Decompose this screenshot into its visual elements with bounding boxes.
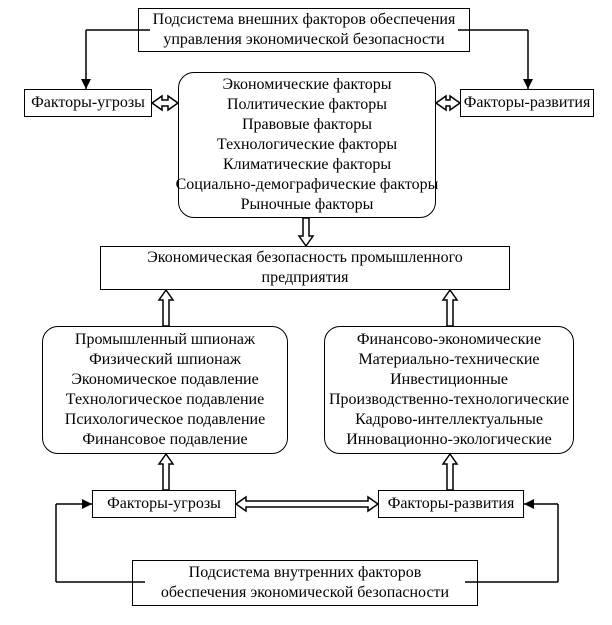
node-text-line: Факторы-развития [464,93,591,113]
node-text-line: Политические факторы [227,95,387,115]
node-text-line: Технологические факторы [217,135,397,155]
node-text-line: обеспечения экономической безопасности [161,583,449,603]
diagram-canvas: Подсистема внешних факторов обеспеченияу… [0,0,612,625]
node-text-line: предприятия [262,268,349,288]
node-text-line: Экономические факторы [222,75,391,95]
node-text-line: Экономическое подавление [71,370,258,390]
node-text-line: Рыночные факторы [241,195,374,215]
node-right-list: Финансово-экономическиеМатериально-техни… [324,326,574,454]
node-text-line: Климатические факторы [223,155,391,175]
node-text-line: Факторы-угрозы [31,93,145,113]
node-text-line: Финансовое подавление [82,430,247,450]
node-text-line: Факторы-развития [388,494,515,514]
node-center-factors: Экономические факторыПолитические фактор… [178,72,436,218]
node-dev-top: Факторы-развития [460,89,594,117]
node-bottom-subsystem: Подсистема внутренних факторовобеспечени… [132,560,478,606]
node-text-line: Подсистема внешних факторов обеспечения [153,10,456,30]
node-text-line: Экономическая безопасность промышленного [147,248,463,268]
node-text-line: Правовые факторы [242,115,372,135]
node-text-line: управления экономической безопасности [163,30,444,50]
node-text-line: Психологическое подавление [65,410,265,430]
node-threats-top: Факторы-угрозы [24,89,152,117]
node-text-line: Кадрово-интеллектуальные [355,410,543,430]
node-text-line: Инновационно-экологические [346,430,552,450]
node-text-line: Социально-демографические факторы [176,175,439,195]
node-text-line: Финансово-экономические [357,330,541,350]
node-text-line: Материально-технические [358,350,539,370]
node-left-list: Промышленный шпионажФизический шпионажЭк… [42,326,288,454]
node-text-line: Производственно-технологические [329,390,569,410]
node-top-subsystem: Подсистема внешних факторов обеспеченияу… [138,8,470,52]
node-text-line: Факторы-угрозы [107,494,221,514]
node-threats-bottom: Факторы-угрозы [92,490,236,518]
node-text-line: Подсистема внутренних факторов [189,563,422,583]
node-text-line: Технологическое подавление [66,390,264,410]
node-econ-security: Экономическая безопасность промышленного… [100,246,510,290]
node-text-line: Промышленный шпионаж [75,330,255,350]
node-text-line: Физический шпионаж [89,350,241,370]
node-text-line: Инвестиционные [390,370,508,390]
node-dev-bottom: Факторы-развития [378,490,524,518]
